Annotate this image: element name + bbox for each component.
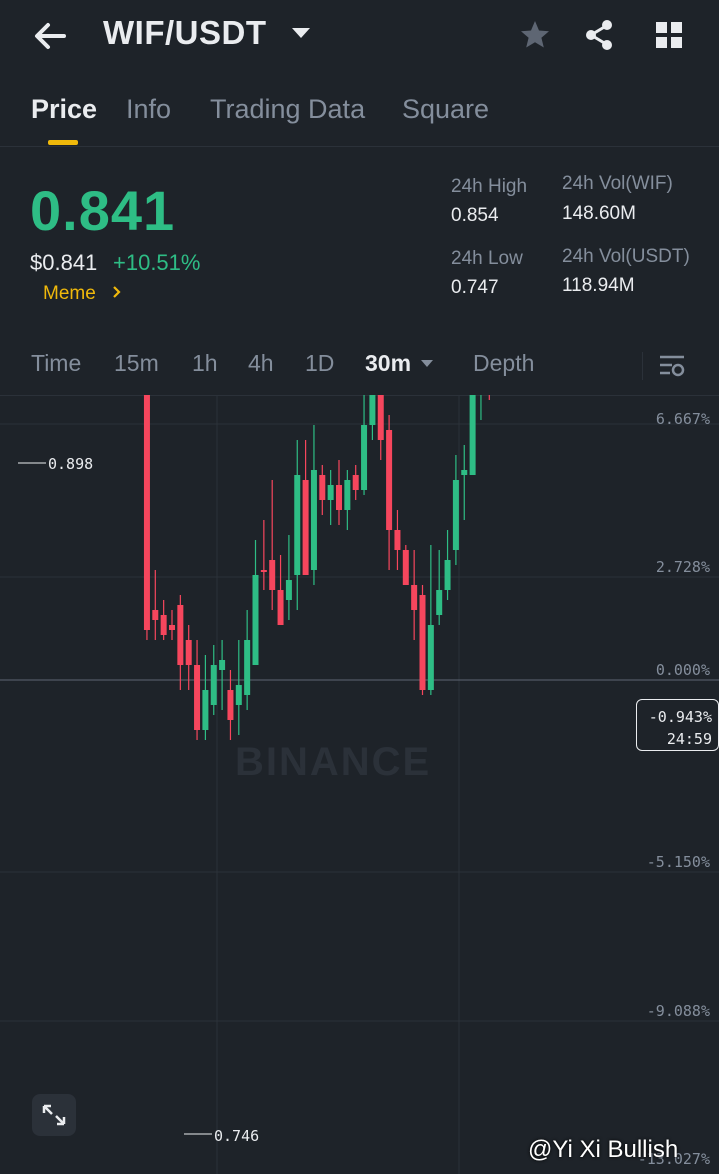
current-price-tag: -0.943% 24:59	[636, 699, 719, 751]
candle-body	[327, 485, 334, 500]
candle-body	[235, 685, 242, 705]
candle-body	[219, 660, 226, 670]
candle-body	[177, 605, 184, 665]
candle-body	[419, 595, 426, 690]
candle-body	[285, 580, 292, 600]
candle-body	[444, 560, 451, 590]
candle-body	[461, 470, 468, 475]
candle-body	[194, 665, 201, 730]
arrow-left-icon[interactable]	[30, 16, 70, 56]
timeframe-1d[interactable]: 1D	[305, 350, 335, 376]
timeframe-4h[interactable]: 4h	[248, 350, 274, 376]
tab-bar: Price Info Trading Data Square	[0, 86, 719, 147]
divider	[0, 395, 719, 396]
candle-body	[336, 485, 342, 510]
grid-icon[interactable]	[652, 18, 686, 52]
candle-countdown: 24:59	[666, 730, 712, 748]
low-value: 0.747	[451, 277, 499, 298]
category-tag[interactable]: Meme	[43, 283, 96, 304]
candle-body	[143, 395, 150, 630]
candle-body	[402, 550, 409, 585]
chevron-down-icon[interactable]	[421, 360, 433, 367]
expand-icon	[42, 1104, 66, 1126]
candle-body	[386, 430, 393, 530]
candle-body	[269, 560, 276, 590]
candle-body	[302, 480, 309, 575]
candle-body	[227, 690, 234, 720]
credit-text: @Yi Xi Bullish	[528, 1136, 679, 1163]
vol-quote-value: 118.94M	[562, 275, 635, 296]
candle-body	[344, 480, 351, 510]
low-label: 24h Low	[451, 248, 523, 269]
candle-body	[361, 425, 368, 490]
candle-body	[160, 615, 167, 635]
axis-label: 6.667%	[655, 410, 710, 428]
candle-body	[352, 475, 359, 490]
candle-body	[152, 610, 159, 620]
candle-body	[277, 590, 284, 625]
high-value: 0.854	[451, 205, 499, 226]
vol-base-label: 24h Vol(WIF)	[562, 173, 673, 194]
vol-quote-label: 24h Vol(USDT)	[562, 246, 690, 267]
candle-body	[294, 475, 301, 575]
candle-body	[202, 690, 209, 730]
candle-body	[185, 640, 192, 665]
timeframe-15m[interactable]: 15m	[114, 350, 159, 376]
tab-underline	[48, 140, 78, 145]
axis-label: -9.088%	[646, 1002, 710, 1020]
chevron-right-icon[interactable]	[110, 285, 124, 299]
axis-label: 2.728%	[655, 558, 710, 576]
candle-body	[210, 665, 217, 705]
candle-body	[469, 395, 476, 475]
candle-body	[169, 625, 175, 630]
star-icon[interactable]	[518, 18, 552, 52]
axis-label: -5.150%	[646, 853, 710, 871]
timeframe-time[interactable]: Time	[31, 350, 82, 376]
vol-base-value: 148.60M	[562, 203, 636, 224]
candle-body	[260, 570, 267, 572]
candle-body	[319, 475, 326, 500]
chart-settings-icon[interactable]	[658, 352, 686, 380]
candle-body	[377, 395, 384, 440]
candle-body	[252, 575, 259, 665]
share-icon[interactable]	[582, 18, 616, 52]
axis-label: -13.027%	[637, 1150, 710, 1168]
candle-body	[411, 585, 418, 610]
divider	[642, 352, 643, 380]
pair-title[interactable]: WIF/USDT	[103, 14, 267, 51]
last-price: 0.841	[30, 179, 176, 242]
candle-body	[394, 530, 401, 550]
tab-square[interactable]: Square	[402, 94, 490, 124]
chevron-down-icon[interactable]	[292, 28, 310, 38]
tab-price[interactable]: Price	[31, 94, 98, 124]
usd-price: $0.841	[30, 250, 98, 275]
timeframe-1h[interactable]: 1h	[192, 350, 218, 376]
candle-body	[452, 480, 459, 550]
timeframe-30m[interactable]: 30m	[365, 350, 412, 376]
price-change: +10.51%	[113, 250, 201, 275]
high-marker-label: 0.898	[48, 455, 94, 473]
tab-trading-data[interactable]: Trading Data	[210, 94, 366, 124]
candlestick-chart[interactable]	[0, 395, 719, 1174]
high-label: 24h High	[451, 176, 528, 197]
candle-body	[244, 640, 251, 695]
current-change: -0.943%	[648, 708, 712, 726]
tab-info[interactable]: Info	[126, 94, 172, 124]
top-bar: WIF/USDT	[0, 0, 719, 72]
candle-body	[427, 625, 434, 690]
timeframe-depth[interactable]: Depth	[473, 350, 535, 376]
low-marker-label: 0.746	[214, 1127, 260, 1145]
candle-body	[369, 395, 376, 425]
fullscreen-button[interactable]	[32, 1094, 76, 1136]
watermark: BINANCE	[235, 740, 432, 784]
axis-label: 0.000%	[655, 661, 710, 679]
candle-body	[310, 470, 317, 570]
candle-body	[436, 590, 443, 615]
